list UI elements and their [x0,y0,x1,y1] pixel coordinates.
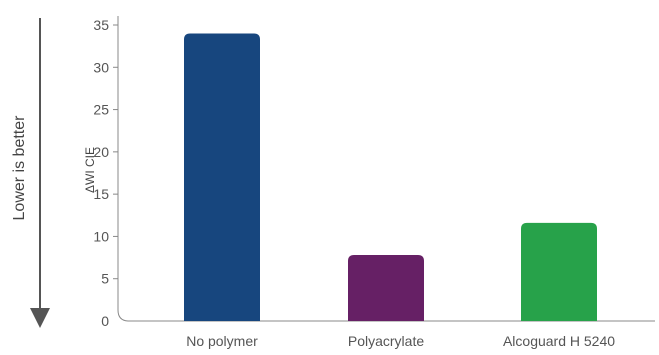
bar-polyacrylate [348,255,424,321]
y-tick-label: 30 [93,59,109,75]
y-axis-label: ΔWI CIE [83,147,97,193]
y-tick-label: 5 [101,271,109,287]
x-tick-label: Alcoguard H 5240 [503,333,615,349]
lower-is-better-annotation: Lower is better [11,18,50,328]
y-tick-label: 35 [93,17,109,33]
y-tick-label: 25 [93,102,109,118]
x-tick-label: No polymer [186,333,258,349]
bar-alcoguard-h-5240 [521,222,597,321]
y-tick-label: 10 [93,228,109,244]
bar-no-polymer [184,33,260,321]
y-tick-label: 20 [93,144,109,160]
y-tick-label: 0 [101,313,109,329]
x-tick-label: Polyacrylate [348,333,424,349]
annotation-text: Lower is better [11,115,28,221]
x-tick-labels: No polymer Polyacrylate Alcoguard H 5240 [186,333,615,349]
x-axis-line [117,309,655,322]
y-ticks: 0 5 10 15 20 25 30 35 [93,17,118,329]
bars [184,33,597,321]
y-tick-label: 15 [93,186,109,202]
